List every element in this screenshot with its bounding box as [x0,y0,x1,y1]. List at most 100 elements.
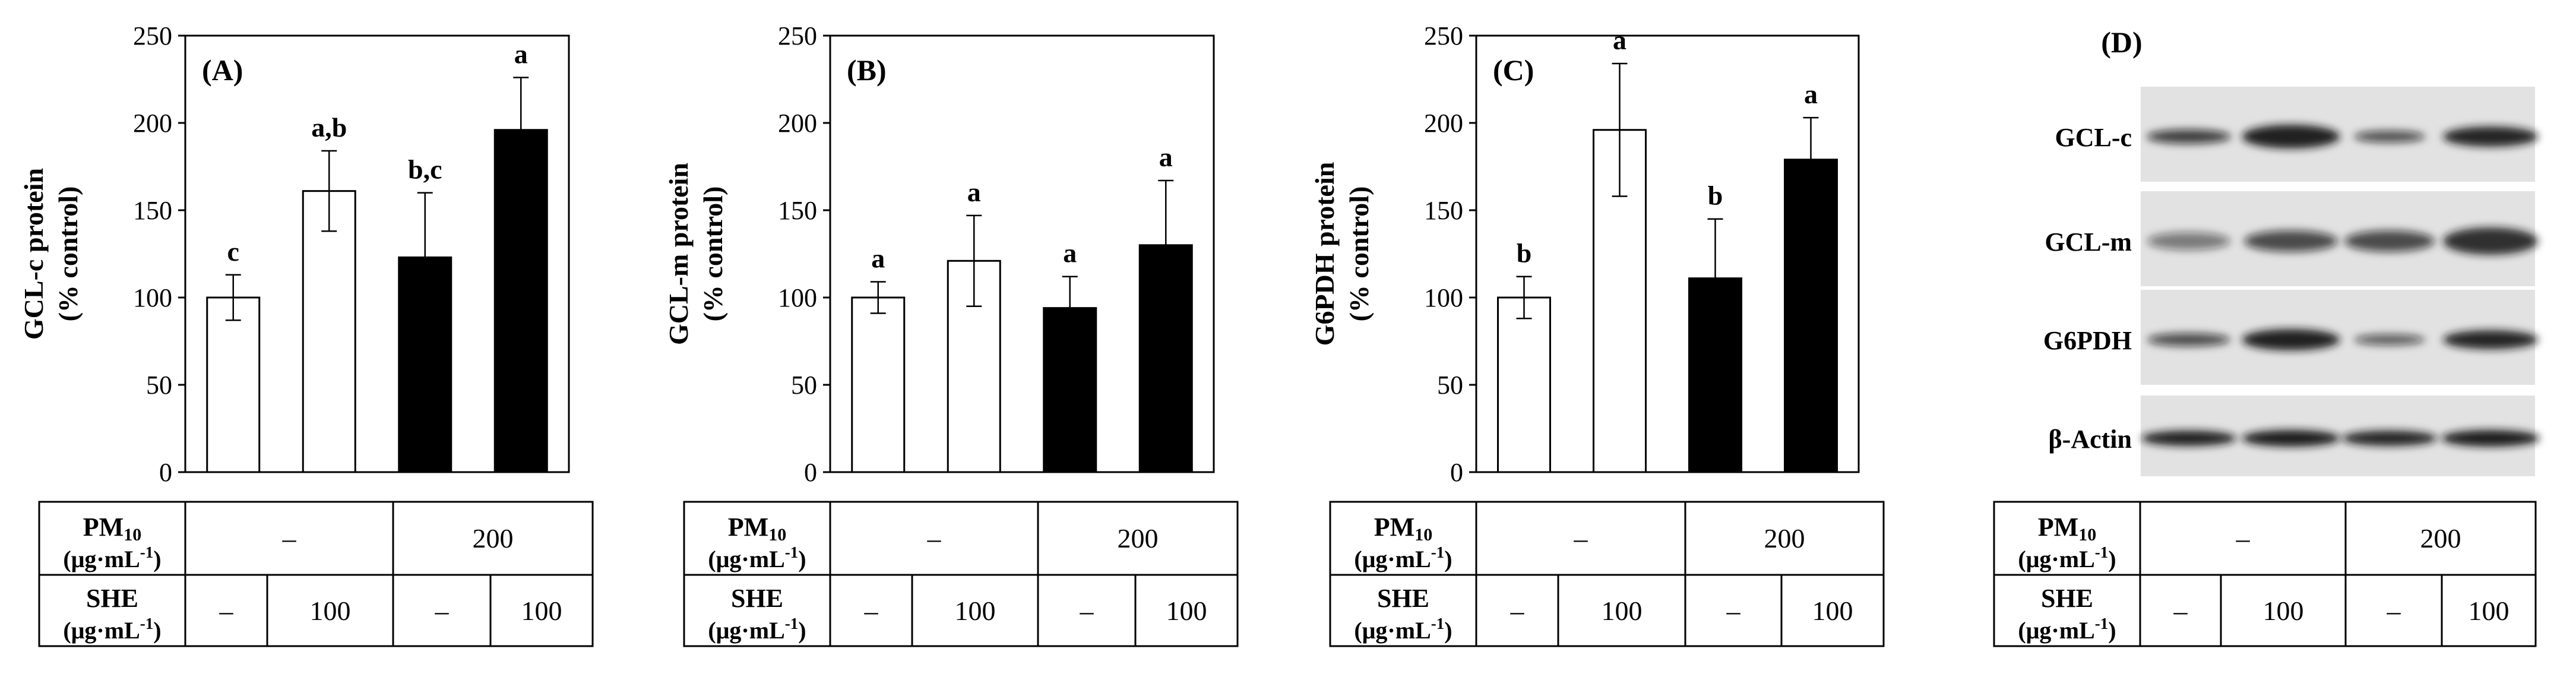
panel-0-pm-unit: (μg·mL-1) [63,543,161,572]
plot-frame [829,34,1215,473]
protein-band [2244,230,2338,252]
panel-0-pm-label: PM10 [83,513,141,545]
bar [1784,159,1838,473]
protein-band [2354,131,2425,143]
protein-band [2342,431,2437,446]
y-tick-label: 200 [1424,109,1463,138]
protein-band [2443,227,2538,255]
protein-band [2242,125,2340,148]
blot-row-label: GCL-m [2045,227,2132,257]
significance-label: a [967,177,981,207]
panel-label: (B) [847,53,887,87]
panel-d-she-value: 100 [2263,596,2304,626]
y-axis-label: GCL-m protein [663,163,694,345]
panel-1-she-value: – [1080,596,1094,626]
significance-label: a,b [311,112,347,143]
bar [206,296,261,473]
plot-frame [184,34,570,473]
y-tick-label: 150 [133,196,172,225]
protein-band [2147,333,2230,346]
significance-label: a [1804,79,1818,109]
bar [851,296,906,473]
chart-panel-c: 0 50 100 150 200 250 G6PDH protein (% control) (… [1309,21,1885,647]
y-axis-label: GCL-c protein [18,168,49,340]
significance-label: b,c [408,154,442,185]
y-tick-label: 150 [1424,196,1463,225]
panel-label: (A) [202,53,243,87]
panel-d-pm-label: PM10 [2038,513,2096,545]
y-tick-label: 0 [804,458,817,487]
y-tick-label: 100 [778,283,817,312]
panel-2-she-value: – [1726,596,1741,626]
panel-2-pm-value: 200 [1764,523,1805,553]
panel-2-pm-value: – [1574,523,1588,553]
y-tick-label: 250 [133,21,172,50]
y-tick-label: 250 [1424,21,1463,50]
panel-0-she-label: SHE [86,584,138,613]
panel-2-pm-unit: (μg·mL-1) [1354,543,1452,572]
protein-band [2141,431,2236,446]
blot-row: G6PDH [2043,290,2538,385]
significance-label: c [227,236,239,267]
protein-band [2441,430,2540,447]
y-tick-label: 100 [1424,283,1463,312]
panel-1-she-value: 100 [955,596,996,626]
significance-label: b [1517,238,1532,268]
bar [302,190,356,473]
panel-d-she-unit: (μg·mL-1) [2018,615,2116,644]
protein-band [2147,129,2231,144]
blot-row-label: GCL-c [2055,123,2132,152]
panel-d-pm-value: 200 [2420,523,2461,553]
y-tick-label: 50 [1437,371,1463,400]
blot-row: GCL-c [2055,87,2538,182]
significance-label: b [1708,181,1723,211]
protein-band [2242,329,2340,350]
y-tick-label: 250 [778,21,817,50]
panel-0-she-value: – [435,596,450,626]
panel-label: (C) [1493,53,1534,87]
panel-d-she-value: – [2173,596,2188,626]
panel-1-she-value: – [864,596,879,626]
y-tick-label: 0 [1450,458,1463,487]
bar [1497,296,1551,473]
y-tick-label: 100 [133,283,172,312]
panel-0-she-value: 100 [521,596,562,626]
y-tick-label: 50 [791,371,817,400]
blot-row: GCL-m [2045,191,2538,286]
blot-row-label: G6PDH [2043,326,2132,355]
blot-row-label: β-Actin [2049,425,2132,454]
panel-2-pm-label: PM10 [1374,513,1432,545]
panel-d-she-label: SHE [2041,584,2093,613]
panel-d-pm-unit: (μg·mL-1) [2018,543,2116,572]
panel-d-she-value: – [2387,596,2401,626]
panel-1-she-value: 100 [1166,596,1207,626]
y-tick-label: 0 [159,458,172,487]
significance-label: a [1159,142,1173,172]
panel-0-pm-value: 200 [473,523,514,553]
protein-band [2147,232,2230,250]
protein-band [2242,430,2340,447]
chart-panel-b: 0 50 100 150 200 250 GCL-m protein (% control) (… [663,21,1239,647]
y-axis-label: (% control) [698,186,728,322]
protein-band [2354,334,2425,345]
panel-1-she-label: SHE [731,584,783,613]
panel-d-she-value: 100 [2469,596,2509,626]
panel-2-she-label: SHE [1377,584,1429,613]
panel-2-she-value: 100 [1812,596,1853,626]
y-tick-label: 150 [778,196,817,225]
y-tick-label: 200 [778,109,817,138]
panel-0-she-value: – [219,596,234,626]
plot-frame [1475,34,1860,473]
panel-2-she-unit: (μg·mL-1) [1354,615,1452,644]
panel-2-she-value: 100 [1602,596,1643,626]
panel-0-she-value: 100 [310,596,351,626]
protein-band [2344,230,2435,252]
y-axis-label: (% control) [53,186,83,322]
bar [493,129,548,473]
blot-row: β-Actin [2049,396,2540,476]
panel-1-pm-value: – [927,523,942,553]
panel-1-pm-label: PM10 [728,513,786,545]
significance-label: a [514,39,528,69]
significance-label: a [1063,238,1077,268]
